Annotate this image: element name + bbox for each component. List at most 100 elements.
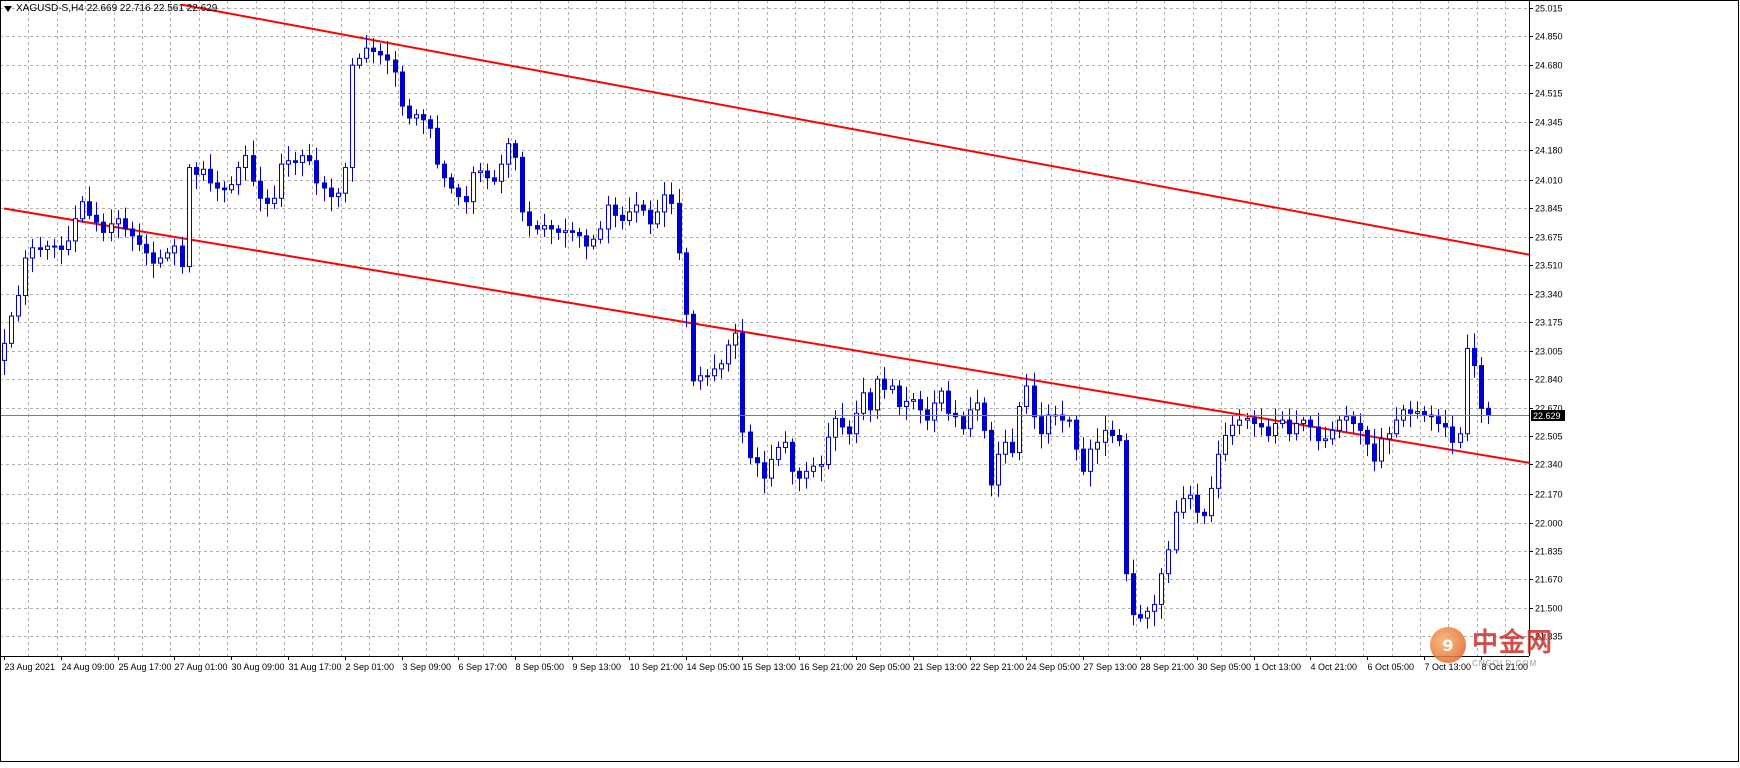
candle [932,390,937,433]
candle-body-down [385,54,390,61]
candle-body-down [180,245,185,268]
trendline[interactable] [181,3,1530,256]
candle [925,396,930,431]
candle-body-up [968,409,973,430]
candle-body-down [882,378,887,390]
candle-body-up [109,223,114,233]
candle-body-down [1117,434,1122,442]
candle-body-up [733,332,738,346]
candle [861,377,866,421]
y-tick-label: 22.170 [1535,490,1563,500]
x-tick-label: 8 Oct 21:00 [1482,662,1529,672]
candle-body-down [222,187,227,191]
candle-body-up [165,252,170,259]
candle-body-down [613,204,618,216]
candle-body-down [946,390,951,414]
candle [1103,415,1108,457]
x-tick-label: 3 Sep 09:00 [403,662,452,672]
candle-body-down [535,225,540,230]
candle-body-down [485,170,490,179]
candle [187,164,192,273]
candle-body-down [620,214,625,221]
candle-body-up [236,167,241,186]
y-tick-label: 24.010 [1535,176,1563,186]
candle-body-up [819,463,824,467]
candle-body-up [563,230,568,233]
candle [1472,333,1477,378]
candle [1237,409,1242,435]
candle-body-down [691,313,696,382]
candle [790,438,795,485]
candle [634,191,639,223]
candle [464,186,469,214]
candle-body-down [400,71,405,107]
candle [45,240,50,260]
candle-body-up [243,155,248,169]
candle [1479,357,1484,424]
watermark-url: CNGOLD.COM [1472,659,1538,668]
candle [570,222,575,242]
candle [1308,415,1313,441]
candle-body-up [1017,405,1022,454]
candle-body-down [94,214,99,223]
candle-body-down [101,221,106,233]
candle-body-up [1280,419,1285,425]
candle-body-up [1237,419,1242,426]
candle [819,455,824,482]
candle [38,236,43,257]
candle-body-up [655,211,660,225]
candle [1010,428,1015,458]
candle-body-up [1465,347,1470,435]
x-tick-label: 2 Sep 01:00 [346,662,395,672]
x-tick-label: 10 Sep 21:00 [630,662,684,672]
candle [989,421,994,497]
candle-body-up [336,192,341,198]
candle [1081,437,1086,476]
candle-body-up [861,392,866,414]
candle-body-up [1379,438,1384,462]
trendline[interactable] [3,207,1530,464]
dropdown-triangle-icon[interactable] [4,5,12,12]
candle [1039,402,1044,449]
x-tick-label: 28 Sep 21:00 [1141,662,1195,672]
candle-body-up [606,204,611,230]
candle [1188,485,1193,510]
y-tick-label: 22.670 [1535,404,1563,414]
candle-body-up [272,197,277,204]
candle [776,441,781,467]
candle-body-up [875,378,880,411]
candle [371,38,376,64]
candle-body-up [45,245,50,250]
candle [1252,410,1257,437]
candle-body-up [1273,423,1278,436]
candle [513,139,518,171]
candle [911,393,916,410]
candle [52,238,57,259]
candle-body-down [378,51,383,56]
y-tick-label: 24.680 [1535,61,1563,71]
candle-body-up [1166,549,1171,575]
candle [677,188,682,260]
candle-body-down [1486,407,1491,416]
candle-body-down [407,105,412,119]
candle-body-down [1358,423,1363,431]
candle-body-down [371,47,376,53]
candle [385,41,390,75]
candle-body-up [904,400,909,407]
candle [520,151,525,222]
candle-body-up [1387,433,1392,440]
candle-body-up [80,201,85,220]
x-tick-label: 30 Aug 09:00 [232,662,285,672]
x-tick-label: 7 Oct 13:00 [1425,662,1472,672]
x-tick-label: 31 Aug 17:00 [289,662,342,672]
candle-body-up [932,402,937,421]
trendline-group[interactable] [3,3,1530,464]
candle [1067,416,1072,428]
candle-body-down [1124,440,1129,575]
candle [684,247,689,328]
grid-lines [0,0,1529,656]
candle [563,218,568,248]
candle-body-up [471,172,476,203]
